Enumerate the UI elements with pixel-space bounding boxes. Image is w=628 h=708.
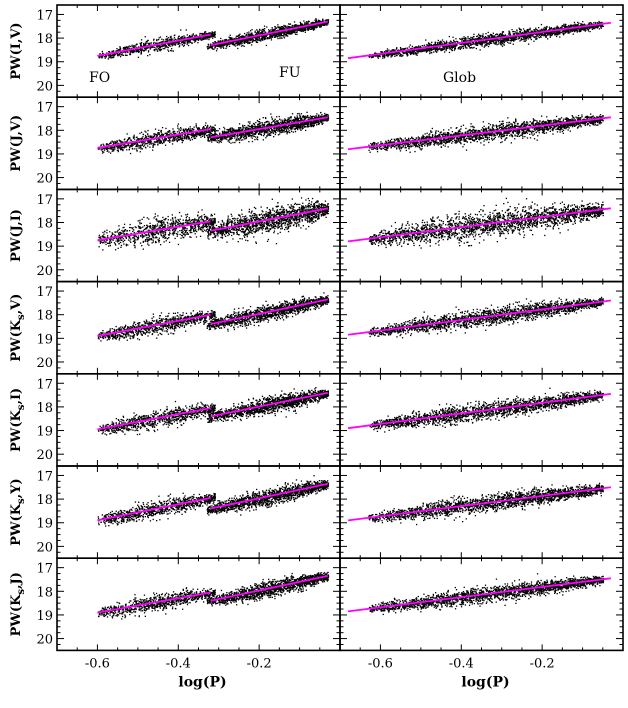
y-tick-label: 18 — [36, 32, 53, 47]
y-tick-label: 19 — [36, 609, 53, 624]
star-points — [98, 572, 329, 620]
star-points — [98, 387, 329, 436]
fit-line — [348, 487, 611, 520]
y-tick-label: 19 — [36, 332, 53, 347]
y-tick-label: 20 — [36, 633, 53, 648]
panel-left-row-0: 17 18 19 20 FO FU — [36, 5, 340, 97]
y-tick-label: 19 — [36, 148, 53, 163]
star-points — [368, 483, 604, 526]
star-points — [98, 292, 329, 341]
y-tick-label: 20 — [36, 356, 53, 371]
panel-frame — [57, 466, 340, 558]
panel-right-row-6: -0.6 -0.4 -0.2 log(P) — [340, 558, 623, 690]
y-tick-label: 20 — [36, 172, 53, 187]
y-axis-label: PW(J,V) — [9, 115, 24, 172]
panel-frame — [57, 558, 340, 650]
y-axis-label: PW(J,I) — [9, 209, 24, 262]
y-axis-label: PW(Ks,I) — [9, 388, 27, 452]
panel-frame — [57, 282, 340, 374]
panel-right-row-1 — [340, 97, 623, 189]
x-tick-label: -0.6 — [85, 656, 110, 671]
y-tick-label: 18 — [36, 493, 53, 508]
x-tick-label: -0.2 — [247, 656, 272, 671]
y-tick-label: 19 — [36, 517, 53, 532]
x-axis-label: log(P) — [178, 674, 226, 690]
y-tick-label: 17 — [36, 562, 53, 577]
y-tick-label: 20 — [36, 264, 53, 279]
y-tick-label: 20 — [36, 448, 53, 463]
y-tick-label: 19 — [36, 425, 53, 440]
fo-fit-line — [97, 592, 210, 612]
y-tick-label: 17 — [36, 469, 53, 484]
y-axis-label: PW(Ks,Y) — [9, 478, 27, 545]
y-axis-label: PW(Ks,J) — [9, 572, 27, 636]
y-tick-label: 18 — [36, 124, 53, 139]
fo-fit-line — [97, 315, 210, 336]
fit-line — [348, 23, 611, 58]
panel-right-row-2 — [340, 189, 623, 281]
y-tick-label: 18 — [36, 309, 53, 324]
y-axis-label: PW(Ks,V) — [9, 294, 27, 362]
fu-annotation: FU — [279, 65, 301, 81]
fo-fit-line — [97, 498, 210, 520]
panel-frame — [340, 5, 623, 97]
panel-right-row-4 — [340, 374, 623, 466]
fit-line — [348, 117, 611, 149]
panel-left-row-6: 17 18 19 20 -0.6 -0.4 -0.2 log(P) — [36, 558, 340, 690]
y-tick-label: 18 — [36, 585, 53, 600]
fit-line — [348, 394, 611, 428]
y-tick-label: 17 — [36, 285, 53, 300]
panel-right-row-5 — [340, 466, 623, 558]
y-tick-label: 20 — [36, 540, 53, 555]
fu-fit-line — [211, 22, 328, 46]
y-tick-label: 17 — [36, 8, 53, 23]
panel-frame — [340, 282, 623, 374]
star-points — [98, 18, 329, 60]
panel-left-row-4: 17 18 19 20 — [36, 374, 340, 466]
x-axis-label: log(P) — [461, 674, 509, 690]
star-points — [98, 197, 329, 250]
x-tick-label: -0.4 — [449, 656, 474, 671]
y-tick-label: 17 — [36, 377, 53, 392]
y-axis-label: PW(I,V) — [9, 22, 24, 79]
x-tick-label: -0.6 — [368, 656, 393, 671]
fo-fit-line — [97, 35, 210, 56]
y-tick-label: 19 — [36, 240, 53, 255]
star-points — [98, 112, 329, 155]
y-tick-label: 18 — [36, 401, 53, 416]
panel-right-row-0: Glob — [340, 5, 623, 97]
panel-right-row-3 — [340, 282, 623, 374]
y-tick-label: 20 — [36, 79, 53, 94]
star-points — [98, 475, 329, 527]
panel-frame — [57, 374, 340, 466]
x-tick-label: -0.2 — [530, 656, 555, 671]
panel-frame — [57, 97, 340, 189]
panel-left-row-1: 17 18 19 20 — [36, 97, 340, 189]
y-tick-label: 19 — [36, 56, 53, 71]
y-tick-label: 18 — [36, 216, 53, 231]
panel-left-row-3: 17 18 19 20 — [36, 282, 340, 374]
y-tick-label: 17 — [36, 193, 53, 208]
glob-annotation: Glob — [443, 70, 476, 86]
fit-line — [348, 301, 611, 335]
fo-annotation: FO — [89, 70, 110, 86]
panel-left-row-2: 17 18 19 20 — [36, 189, 340, 281]
panel-left-row-5: 17 18 19 20 — [36, 466, 340, 558]
y-tick-label: 17 — [36, 101, 53, 116]
x-tick-label: -0.4 — [166, 656, 191, 671]
